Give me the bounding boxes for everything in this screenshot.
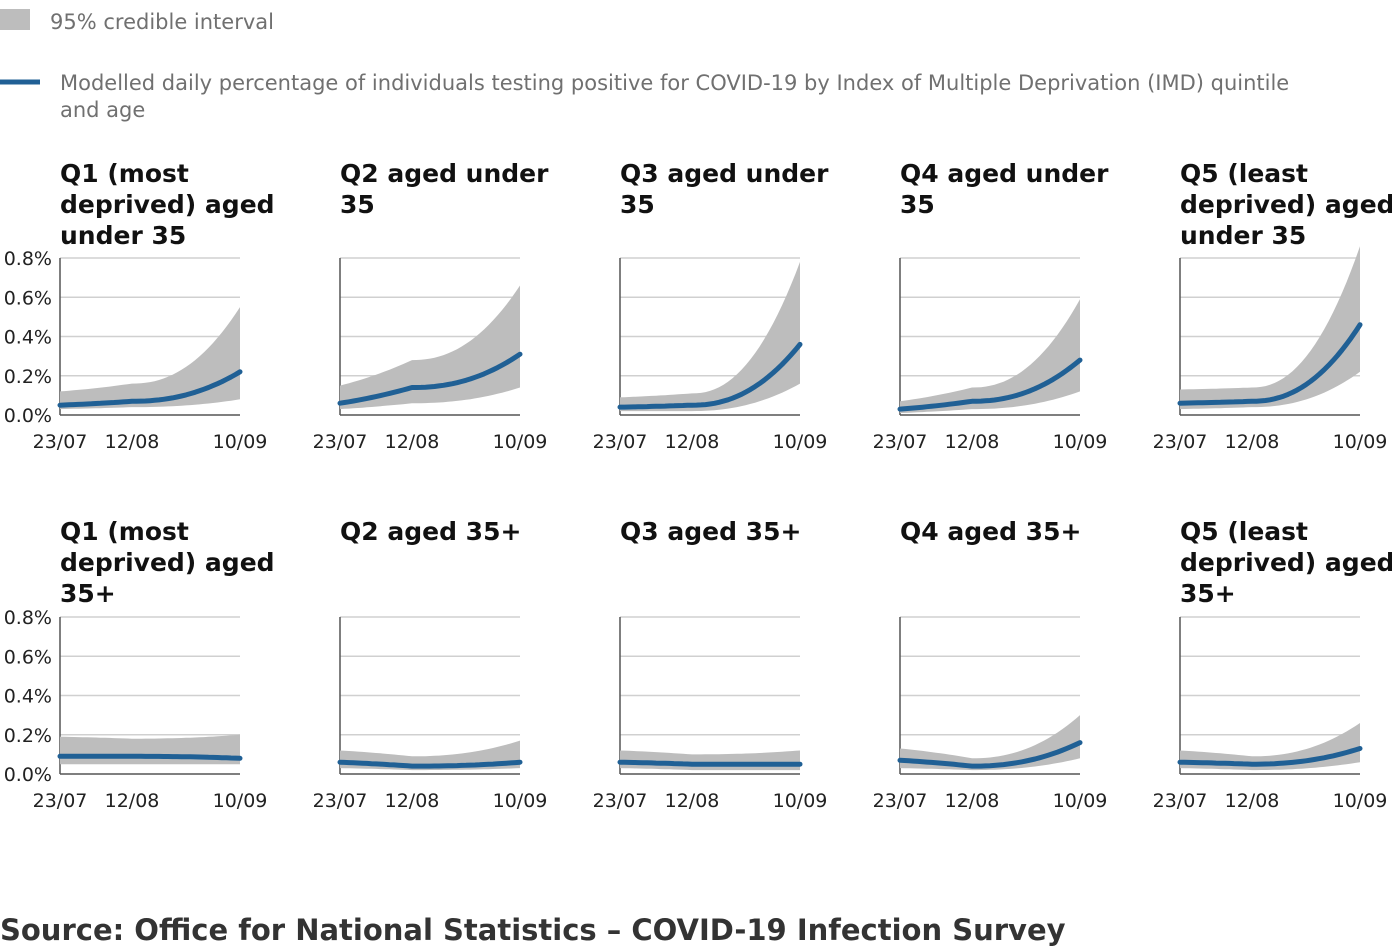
legend-line-label-1: Modelled daily percentage of individuals… (60, 71, 1289, 95)
x-tick-label: 10/09 (213, 431, 268, 453)
y-tick-label: 0.8% (4, 248, 52, 270)
modelled-line (1177, 746, 1363, 767)
x-tick-label: 23/07 (593, 431, 648, 453)
modelled-line (617, 759, 803, 767)
x-tick-label: 23/07 (873, 790, 928, 812)
panel-8: Q3 aged 35+ 23/07 12/08 10/09 (593, 517, 828, 812)
panel-title-line: Q1 (most (60, 159, 189, 188)
modelled-line (337, 759, 523, 769)
panel-title-line: Q2 aged under (340, 159, 549, 188)
y-tick-label: 0.4% (4, 686, 52, 708)
credible-interval-band (60, 307, 240, 410)
legend-interval-swatch (0, 9, 30, 30)
legend-line-label-2: and age (60, 98, 145, 122)
y-tick-label: 0.2% (4, 366, 52, 388)
y-tick-label: 0.8% (4, 607, 52, 629)
x-tick-label: 10/09 (773, 790, 828, 812)
x-tick-label: 12/08 (1225, 431, 1280, 453)
panel-title-line: 35 (620, 190, 655, 219)
x-tick-label: 12/08 (1225, 790, 1280, 812)
x-tick-label: 23/07 (1153, 790, 1208, 812)
credible-interval-band (900, 715, 1080, 771)
modelled-line (57, 753, 243, 761)
x-tick-label: 10/09 (1053, 790, 1108, 812)
credible-interval-band (340, 285, 520, 410)
panel-title-line: deprived) aged (60, 190, 275, 219)
y-tick-label: 0.6% (4, 646, 52, 668)
y-tick-label: 0.0% (4, 405, 52, 427)
panel-9: Q4 aged 35+ 23/07 12/08 10/09 (873, 517, 1108, 812)
legend: 95% credible interval Modelled daily per… (0, 9, 1289, 122)
credible-interval-band (620, 261, 800, 412)
x-tick-label: 12/08 (105, 431, 160, 453)
x-tick-label: 23/07 (313, 790, 368, 812)
modelled-line (57, 369, 243, 408)
y-tick-label: 0.6% (4, 287, 52, 309)
x-tick-label: 12/08 (665, 431, 720, 453)
x-tick-label: 10/09 (1053, 431, 1108, 453)
x-tick-label: 23/07 (593, 790, 648, 812)
source-note: Source: Office for National Statistics –… (0, 913, 1066, 947)
x-tick-label: 10/09 (493, 790, 548, 812)
panel-7: Q2 aged 35+ 23/07 12/08 10/09 (313, 517, 548, 812)
x-tick-label: 23/07 (33, 790, 88, 812)
panel-title-line: deprived) aged (1180, 190, 1392, 219)
legend-interval-label: 95% credible interval (50, 10, 274, 34)
y-tick-label: 0.0% (4, 764, 52, 786)
panel-title-line: Q3 aged under (620, 159, 829, 188)
x-tick-label: 12/08 (105, 790, 160, 812)
panel-title-line: deprived) aged (60, 548, 275, 577)
panel-title-line: Q5 (least (1180, 517, 1308, 546)
credible-interval-band (900, 299, 1080, 413)
modelled-line (1177, 322, 1363, 406)
x-tick-label: 23/07 (33, 431, 88, 453)
modelled-line (897, 357, 1083, 412)
x-tick-label: 12/08 (945, 431, 1000, 453)
y-tick-label: 0.4% (4, 327, 52, 349)
panel-title-line: under 35 (60, 221, 186, 250)
y-tick-label: 0.2% (4, 725, 52, 747)
panel-title-line: deprived) aged (1180, 548, 1392, 577)
x-tick-label: 12/08 (665, 790, 720, 812)
x-tick-label: 12/08 (945, 790, 1000, 812)
x-tick-label: 10/09 (1333, 790, 1388, 812)
panel-title-line: 35 (900, 190, 935, 219)
x-tick-label: 10/09 (773, 431, 828, 453)
credible-interval-band (1180, 246, 1360, 410)
panel-title-line: under 35 (1180, 221, 1306, 250)
modelled-line (617, 341, 803, 410)
x-tick-label: 23/07 (313, 431, 368, 453)
panel-title-line: Q4 aged under (900, 159, 1109, 188)
x-tick-label: 12/08 (385, 431, 440, 453)
panel-title-line: Q3 aged 35+ (620, 517, 801, 546)
modelled-line (337, 351, 523, 406)
x-tick-label: 23/07 (873, 431, 928, 453)
panel-title-line: 35+ (1180, 579, 1236, 608)
panel-title-line: Q1 (most (60, 517, 189, 546)
panel-title-line: Q5 (least (1180, 159, 1308, 188)
x-tick-label: 23/07 (1153, 431, 1208, 453)
x-tick-label: 10/09 (213, 790, 268, 812)
panel-title-line: 35+ (60, 579, 116, 608)
x-tick-label: 12/08 (385, 790, 440, 812)
panel-title-line: Q4 aged 35+ (900, 517, 1081, 546)
x-tick-label: 10/09 (493, 431, 548, 453)
x-tick-label: 10/09 (1333, 431, 1388, 453)
panel-title-line: Q2 aged 35+ (340, 517, 521, 546)
modelled-line (897, 740, 1083, 769)
panel-title-line: 35 (340, 190, 375, 219)
